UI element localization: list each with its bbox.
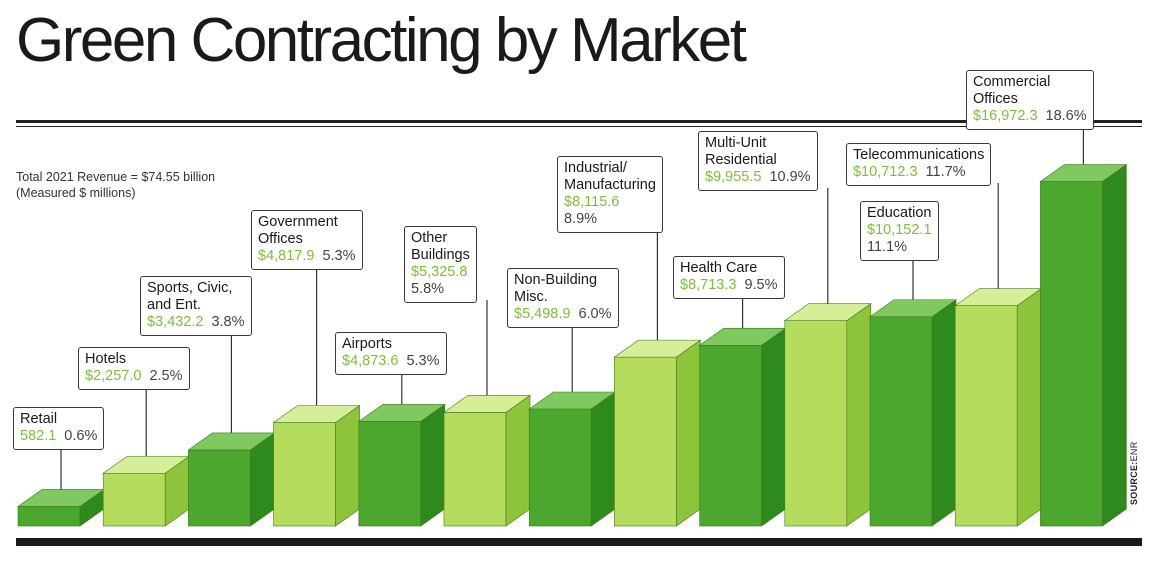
bar-top [613, 339, 702, 358]
chart-title: Green Contracting by Market [16, 6, 747, 75]
bar-label-name: Airports [342, 336, 392, 352]
bar-label-name: Hotels [85, 351, 127, 367]
bar-label-name: Manufacturing [564, 177, 656, 193]
bar-label-revenue: $5,498.9 [514, 306, 571, 322]
bar-front [358, 421, 422, 527]
bar-label-name: Residential [705, 152, 777, 168]
bar-label-revenue: $3,432.2 [147, 314, 204, 330]
bar-label-name: and Ent. [147, 297, 202, 313]
bar-label-name: Offices [258, 231, 303, 247]
bar-label-percent: 3.8% [211, 314, 245, 330]
bar-side [1016, 288, 1042, 527]
bar-side [335, 404, 360, 527]
bar-side [505, 394, 531, 527]
bar-front [869, 316, 933, 527]
bar-top [1039, 164, 1128, 182]
bar-front [1040, 181, 1103, 527]
bar-label: Airports $4,873.6 5.3% [335, 332, 447, 375]
bar-side [590, 391, 616, 527]
bar-front [784, 320, 848, 527]
title-rule-thick [16, 120, 1142, 123]
bar-top [783, 303, 872, 321]
bar-label-percent: 2.5% [149, 368, 183, 384]
bar-label: Multi-Unit Residential $9,955.5 10.9% [698, 131, 818, 191]
bar-label: Retail 582.1 0.6% [13, 407, 105, 450]
bar-label: Education $10,152.1 11.1% [860, 201, 939, 261]
bar-label-name: Industrial/ [564, 160, 627, 176]
bar-label-name: Multi-Unit [705, 135, 767, 151]
bar-label-percent: 11.7% [925, 164, 966, 180]
bar-side [1102, 163, 1127, 527]
bar-label: Telecommunications $10,712.3 11.7% [846, 143, 992, 186]
bar-label: Commercial Offices $16,972.3 18.6% [966, 70, 1094, 130]
bar-label-percent: 11.1% [867, 239, 908, 255]
bar-label-percent: 5.3% [322, 248, 356, 264]
bar-label: Health Care $8,713.3 9.5% [673, 256, 785, 299]
bar-front [188, 449, 251, 527]
bar-top [357, 404, 446, 422]
subtitle-units: (Measured $ millions) [16, 186, 136, 200]
bar-label-percent: 5.3% [406, 353, 440, 369]
bar-label-percent: 5.8% [411, 281, 445, 297]
bar-label-revenue: $4,817.9 [258, 248, 315, 264]
bar-label-name: Education [867, 205, 932, 221]
bar-label-percent: 18.6% [1045, 108, 1087, 124]
bar-front [273, 422, 336, 527]
bar-side [931, 299, 957, 527]
bar-front [954, 305, 1018, 527]
bar-side [761, 327, 786, 527]
bar-label-revenue: $10,712.3 [853, 164, 918, 180]
bar-label-revenue: $5,325.8 [411, 264, 468, 280]
bar-side [420, 403, 446, 527]
bar-front [614, 356, 677, 527]
bar-label-percent: 0.6% [64, 428, 98, 444]
bar-top [272, 405, 361, 423]
bar-front [699, 344, 762, 527]
bar-label-name: Commercial [973, 74, 1051, 90]
bar-label-revenue: $4,873.6 [342, 353, 399, 369]
bar-front [528, 408, 592, 527]
bar-label-revenue: 582.1 [20, 428, 57, 444]
bar-label-name: Sports, Civic, [147, 280, 233, 296]
source-name: ENR [1129, 441, 1139, 462]
bar-label-revenue: $16,972.3 [973, 108, 1038, 124]
bar-label-revenue: $9,955.5 [705, 169, 762, 185]
bar-label-percent: 8.9% [564, 211, 598, 227]
bar-label-percent: 9.5% [744, 277, 778, 293]
bar-label-name: Buildings [411, 247, 470, 263]
bar-front [443, 412, 507, 527]
bar-label-name: Offices [973, 91, 1018, 107]
bar-front [17, 506, 81, 527]
bottom-rule [16, 538, 1142, 546]
bar-label-percent: 6.0% [578, 306, 612, 322]
bar-label-name: Telecommunications [853, 147, 985, 163]
bar-label-revenue: $10,152.1 [867, 222, 932, 238]
bar-label-name: Other [411, 230, 448, 246]
bar-label-name: Retail [20, 411, 58, 427]
bar-side [676, 339, 701, 527]
bar-label-name: Non-Building [514, 272, 598, 288]
subtitle-total-revenue: Total 2021 Revenue = $74.55 billion [16, 170, 216, 184]
bar-top [443, 395, 531, 413]
bar-label-revenue: $8,713.3 [680, 277, 737, 293]
bar-label: Industrial/Manufacturing $8,115.6 8.9% [557, 156, 663, 233]
bar-label-name: Health Care [680, 260, 758, 276]
bar-front [102, 472, 166, 527]
bar-label-name: Misc. [514, 289, 548, 305]
bar-label-name: Government [258, 214, 338, 230]
source-label: SOURCE: [1129, 461, 1139, 505]
bar-side [846, 303, 872, 527]
bar-top [869, 299, 957, 318]
source-credit: SOURCE:ENR [1129, 441, 1139, 505]
bar-label-revenue: $2,257.0 [85, 368, 142, 384]
bar-label: Other Buildings $5,325.8 5.8% [404, 226, 477, 303]
bar-label: Non-Building Misc. $5,498.9 6.0% [507, 268, 619, 328]
title-rule-thin [16, 126, 1142, 127]
bar-label: Government Offices $4,817.9 5.3% [251, 210, 363, 270]
bar-label: Sports, Civic, and Ent. $3,432.2 3.8% [140, 276, 252, 336]
bar-label-revenue: $8,115.6 [564, 194, 620, 210]
bar-label-percent: 10.9% [769, 169, 811, 185]
bar-label: Hotels $2,257.0 2.5% [78, 347, 190, 390]
